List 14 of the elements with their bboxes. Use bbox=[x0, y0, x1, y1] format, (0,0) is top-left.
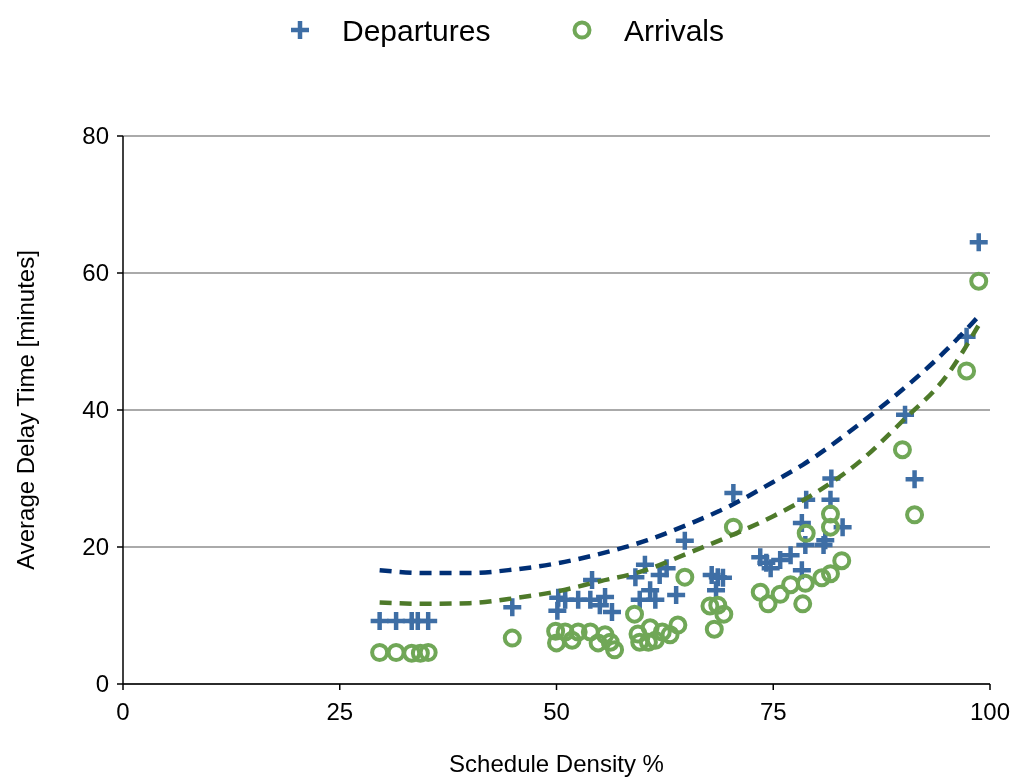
x-tick-label: 100 bbox=[969, 698, 1011, 725]
y-axis-title: Average Delay Time [minutes] bbox=[12, 250, 39, 570]
y-tick-label: 40 bbox=[82, 396, 109, 424]
x-tick-label: 75 bbox=[759, 698, 787, 725]
x-axis-title: Schedule Density % bbox=[449, 750, 664, 777]
legend-label: Arrivals bbox=[624, 13, 725, 47]
y-tick-label: 0 bbox=[95, 670, 109, 698]
x-tick-label: 0 bbox=[116, 698, 130, 725]
y-tick-label: 80 bbox=[82, 122, 109, 150]
x-tick-label: 50 bbox=[543, 698, 570, 725]
y-tick-label: 60 bbox=[82, 259, 109, 287]
legend-label: Departures bbox=[342, 13, 491, 47]
y-tick-label: 20 bbox=[82, 533, 109, 561]
x-tick-label: 25 bbox=[326, 698, 354, 725]
